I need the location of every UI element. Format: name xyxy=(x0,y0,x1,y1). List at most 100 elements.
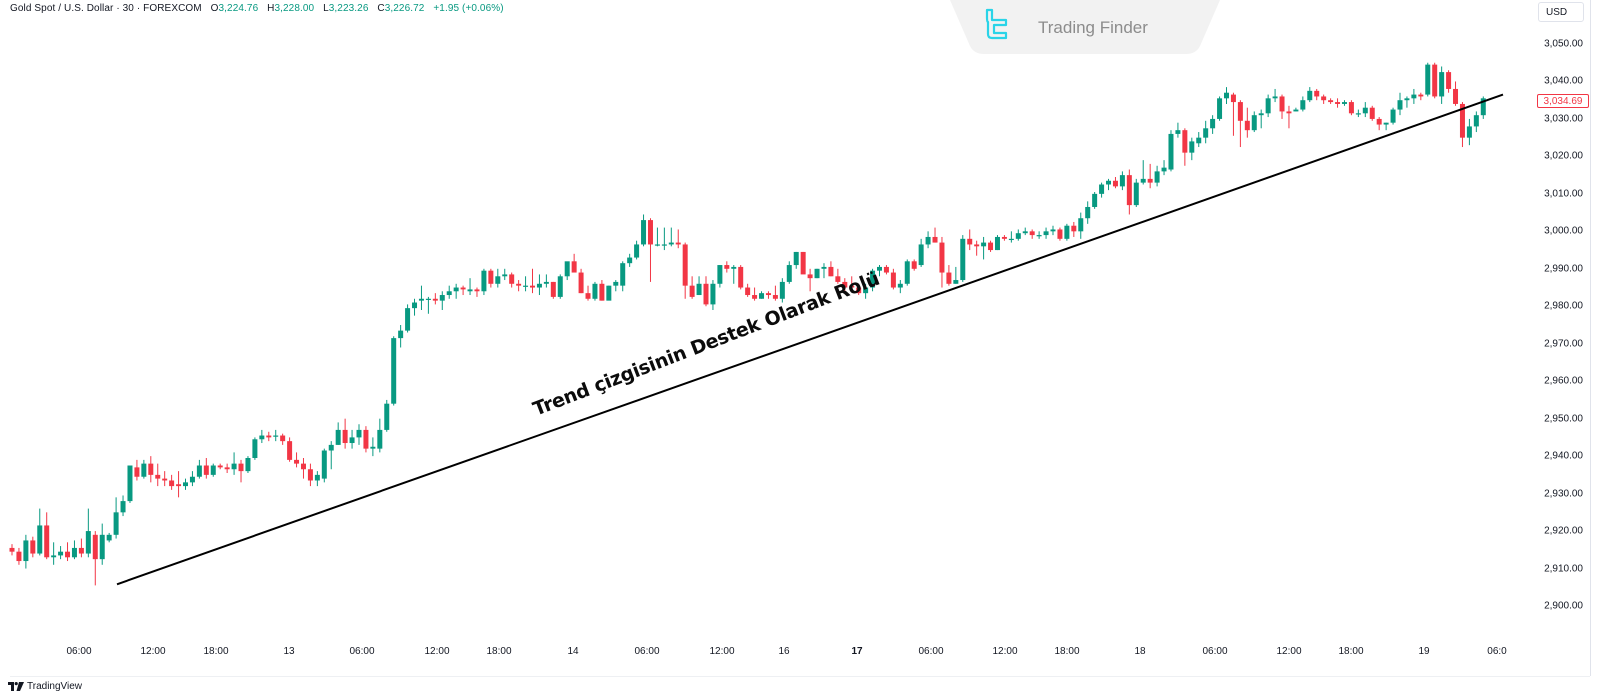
candle-down xyxy=(1126,175,1132,206)
candle-down xyxy=(974,244,980,247)
candle-up xyxy=(439,295,445,301)
candle-down xyxy=(78,547,84,554)
candle-down xyxy=(1418,94,1424,97)
candle-up xyxy=(1015,233,1021,239)
candle-up xyxy=(606,285,612,301)
candle-up xyxy=(759,293,765,299)
candle-down xyxy=(280,435,286,442)
price-tick-label: 2,960.00 xyxy=(1544,375,1583,387)
candle-up xyxy=(994,236,1000,251)
candle-up xyxy=(960,238,966,281)
candle-down xyxy=(224,467,230,470)
candle-down xyxy=(1237,102,1243,121)
price-tick-label: 2,980.00 xyxy=(1544,300,1583,312)
candle-down xyxy=(1314,90,1320,97)
candle-down xyxy=(828,266,834,277)
candle-up xyxy=(661,244,667,246)
candle-down xyxy=(203,465,209,475)
candle-down xyxy=(65,551,71,558)
time-tick-label: 06:00 xyxy=(634,646,660,657)
candle-up xyxy=(793,251,799,266)
candle-down xyxy=(44,525,50,558)
candle-up xyxy=(120,501,126,513)
candle-down xyxy=(939,242,945,273)
candle-up xyxy=(1224,92,1229,99)
candle-down xyxy=(92,534,98,560)
price-tick-label: 3,010.00 xyxy=(1544,188,1583,200)
candle-up xyxy=(210,465,216,475)
candle-up xyxy=(1161,167,1167,172)
candle-up xyxy=(613,281,619,286)
candle-down xyxy=(509,274,515,284)
candle-up xyxy=(981,242,987,247)
candle-up xyxy=(196,465,202,477)
price-tick-label: 3,000.00 xyxy=(1544,225,1583,237)
candle-down xyxy=(134,467,140,477)
candle-down xyxy=(294,459,300,464)
candle-up xyxy=(106,534,112,541)
candle-up xyxy=(405,308,411,331)
candle-down xyxy=(363,429,369,449)
candle-up xyxy=(453,287,459,292)
candle-up xyxy=(654,244,660,246)
candle-up xyxy=(543,281,549,284)
time-axis-border xyxy=(10,676,1590,677)
candle-up xyxy=(1404,98,1410,101)
candle-up xyxy=(1480,98,1486,116)
price-tick-label: 2,940.00 xyxy=(1544,450,1583,462)
candle-up xyxy=(1106,180,1112,185)
candle-up xyxy=(1251,115,1257,131)
candle-up xyxy=(231,463,237,470)
candle-up xyxy=(1265,98,1271,114)
candle-up xyxy=(1203,128,1209,138)
candle-up xyxy=(391,338,397,404)
currency-button[interactable]: USD xyxy=(1538,2,1584,22)
candle-up xyxy=(1119,175,1125,187)
candle-down xyxy=(1244,120,1250,131)
low-label: L xyxy=(323,3,329,14)
candle-down xyxy=(849,285,855,288)
candle-up xyxy=(536,283,542,288)
candle-up xyxy=(349,437,355,444)
candle-up xyxy=(1085,206,1091,219)
candle-down xyxy=(647,220,653,245)
price-chart[interactable] xyxy=(0,0,1532,636)
close-value: 3,226.72 xyxy=(384,3,425,14)
candle-down xyxy=(890,272,896,288)
candle-up xyxy=(627,257,633,264)
candle-up xyxy=(779,281,785,299)
candle-up xyxy=(1140,178,1146,183)
candle-down xyxy=(765,293,771,296)
candle-down xyxy=(9,547,15,552)
candle-down xyxy=(287,441,293,460)
time-tick-label: 18:00 xyxy=(1054,646,1080,657)
time-tick-label: 12:00 xyxy=(709,646,735,657)
candle-down xyxy=(578,272,584,294)
candle-up xyxy=(259,435,265,440)
symbol-title[interactable]: Gold Spot / U.S. Dollar · 30 · FOREXCOM xyxy=(10,3,202,14)
time-tick-label: 06:0 xyxy=(1487,646,1507,657)
candle-up xyxy=(1050,229,1056,232)
trendline[interactable] xyxy=(116,93,1504,586)
candle-up xyxy=(398,330,404,339)
candle-down xyxy=(967,238,973,245)
time-tick-label: 18:00 xyxy=(1338,646,1364,657)
time-tick-label: 06:00 xyxy=(1202,646,1228,657)
candle-down xyxy=(30,540,36,554)
candle-up xyxy=(113,512,119,535)
candle-down xyxy=(176,484,182,487)
trading-finder-logo-icon xyxy=(985,8,1008,40)
candle-down xyxy=(148,463,154,475)
tradingview-logo[interactable]: TradingView xyxy=(8,681,82,692)
price-axis[interactable]: 3,050.00 3,040.00 3,030.00 3,020.00 3,010.00… xyxy=(1532,0,1598,676)
candle-up xyxy=(1217,98,1223,119)
candle-up xyxy=(641,220,647,245)
candle-up xyxy=(1293,109,1299,112)
price-tick-label: 3,030.00 xyxy=(1544,113,1583,125)
candle-up xyxy=(904,261,910,284)
candle-up xyxy=(1362,107,1368,114)
candle-up xyxy=(1307,90,1313,101)
candle-down xyxy=(474,289,480,292)
candle-down xyxy=(1071,225,1077,232)
candle-up xyxy=(1036,235,1042,237)
